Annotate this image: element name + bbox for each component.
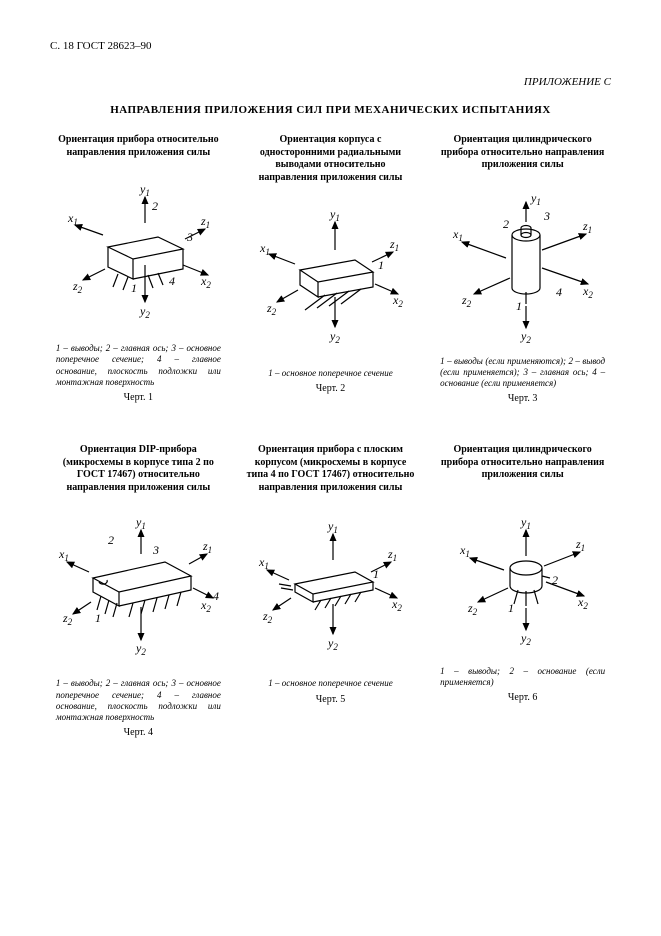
figure-svg-6: x1 x2 y1 y2 z1 z2 1 2 (438, 490, 608, 660)
svg-text:z1: z1 (582, 219, 592, 235)
figure-svg-3: x1 x2 y1 y2 z1 z2 1 2 3 4 (438, 180, 608, 350)
svg-text:y1: y1 (327, 519, 338, 535)
svg-text:1: 1 (378, 258, 384, 272)
svg-text:y1: y1 (530, 191, 541, 207)
svg-text:2: 2 (152, 199, 158, 213)
svg-text:y2: y2 (520, 631, 531, 647)
svg-text:x2: x2 (200, 598, 211, 614)
svg-text:1: 1 (95, 611, 101, 625)
figure-cell-2: Ориентация корпуса с односторонними ради… (242, 134, 419, 404)
figure-svg-1: x1 x2 y1 y2 z1 z2 1 2 3 4 (53, 167, 223, 337)
svg-text:1: 1 (516, 299, 522, 313)
figure-legend: 1 – основное поперечное сечение (268, 678, 392, 689)
figure-svg-4: x1 x2 y1 y2 z1 z2 1 2 3 4 (53, 502, 223, 672)
svg-text:x1: x1 (259, 241, 270, 257)
svg-text:z1: z1 (575, 537, 585, 553)
figure-title: Ориентация цилиндрического прибора относ… (438, 444, 608, 482)
figure-title: Ориентация корпуса с односторонними ради… (245, 134, 415, 184)
svg-text:3: 3 (186, 230, 193, 244)
svg-text:4: 4 (169, 274, 175, 288)
svg-text:x1: x1 (58, 547, 69, 563)
figure-legend: 1 – выводы; 2 – главная ось; 3 – основно… (56, 343, 221, 388)
figure-label: Черт. 6 (508, 692, 537, 703)
svg-text:1: 1 (508, 601, 514, 615)
figure-legend: 1 – выводы; 2 – основание (если применяе… (440, 666, 605, 689)
svg-text:z1: z1 (387, 547, 397, 563)
svg-text:y1: y1 (520, 515, 531, 531)
svg-text:y1: y1 (139, 182, 150, 198)
figure-title: Ориентация цилиндрического прибора относ… (438, 134, 608, 172)
svg-text:3: 3 (152, 543, 159, 557)
figure-title: Ориентация DIP-прибора (микросхемы в кор… (53, 444, 223, 494)
svg-text:x2: x2 (392, 293, 403, 309)
figure-svg-5: x1 x2 y1 y2 z1 z2 1 (245, 502, 415, 672)
svg-text:2: 2 (503, 217, 509, 231)
svg-text:y1: y1 (135, 515, 146, 531)
figure-cell-4: Ориентация DIP-прибора (микросхемы в кор… (50, 444, 227, 738)
figure-legend: 1 – основное поперечное сечение (268, 368, 392, 379)
appendix-label: ПРИЛОЖЕНИЕ С (50, 76, 611, 88)
svg-text:x1: x1 (67, 211, 78, 227)
figure-grid: Ориентация прибора относительно направле… (50, 134, 611, 778)
figure-title: Ориентация прибора с плоским корпусом (м… (245, 444, 415, 494)
svg-text:z1: z1 (200, 214, 210, 230)
svg-text:z2: z2 (467, 601, 478, 617)
page: С. 18 ГОСТ 28623–90 ПРИЛОЖЕНИЕ С НАПРАВЛ… (0, 0, 661, 936)
figure-label: Черт. 2 (316, 383, 345, 394)
svg-text:1: 1 (131, 281, 137, 295)
figure-label: Черт. 1 (124, 392, 153, 403)
svg-text:y2: y2 (327, 636, 338, 652)
page-header: С. 18 ГОСТ 28623–90 (50, 40, 611, 52)
figure-legend: 1 – выводы; 2 – главная ось; 3 – основно… (56, 678, 221, 723)
svg-text:3: 3 (543, 209, 550, 223)
svg-text:x1: x1 (452, 227, 463, 243)
figure-legend: 1 – выводы (если применяются); 2 – вывод… (440, 356, 605, 390)
svg-text:x2: x2 (582, 284, 593, 300)
svg-text:y2: y2 (135, 641, 146, 657)
figure-title: Ориентация прибора относительно направле… (53, 134, 223, 159)
figure-label: Черт. 4 (124, 727, 153, 738)
svg-text:x1: x1 (459, 543, 470, 559)
figure-cell-1: Ориентация прибора относительно направле… (50, 134, 227, 404)
svg-text:z2: z2 (262, 609, 273, 625)
svg-text:z2: z2 (461, 293, 472, 309)
main-title: НАПРАВЛЕНИЯ ПРИЛОЖЕНИЯ СИЛ ПРИ МЕХАНИЧЕС… (50, 104, 611, 116)
svg-text:x1: x1 (258, 555, 269, 571)
figure-cell-3: Ориентация цилиндрического прибора относ… (434, 134, 611, 404)
svg-text:2: 2 (552, 573, 558, 587)
figure-label: Черт. 3 (508, 393, 537, 404)
svg-text:y1: y1 (329, 207, 340, 223)
svg-text:z2: z2 (72, 279, 83, 295)
svg-text:1: 1 (373, 567, 379, 581)
svg-text:y2: y2 (139, 304, 150, 320)
figure-svg-2: x1 x2 y1 y2 z1 z2 1 (245, 192, 415, 362)
svg-text:y2: y2 (329, 329, 340, 345)
svg-text:y2: y2 (520, 329, 531, 345)
svg-text:x2: x2 (200, 274, 211, 290)
figure-cell-5: Ориентация прибора с плоским корпусом (м… (242, 444, 419, 738)
svg-text:z1: z1 (389, 237, 399, 253)
figure-label: Черт. 5 (316, 694, 345, 705)
svg-text:z2: z2 (266, 301, 277, 317)
figure-cell-6: Ориентация цилиндрического прибора относ… (434, 444, 611, 738)
svg-text:x2: x2 (577, 595, 588, 611)
svg-text:2: 2 (108, 533, 114, 547)
svg-text:z2: z2 (62, 611, 73, 627)
svg-text:4: 4 (213, 589, 219, 603)
svg-text:x2: x2 (391, 597, 402, 613)
svg-text:z1: z1 (202, 539, 212, 555)
svg-text:4: 4 (556, 285, 562, 299)
